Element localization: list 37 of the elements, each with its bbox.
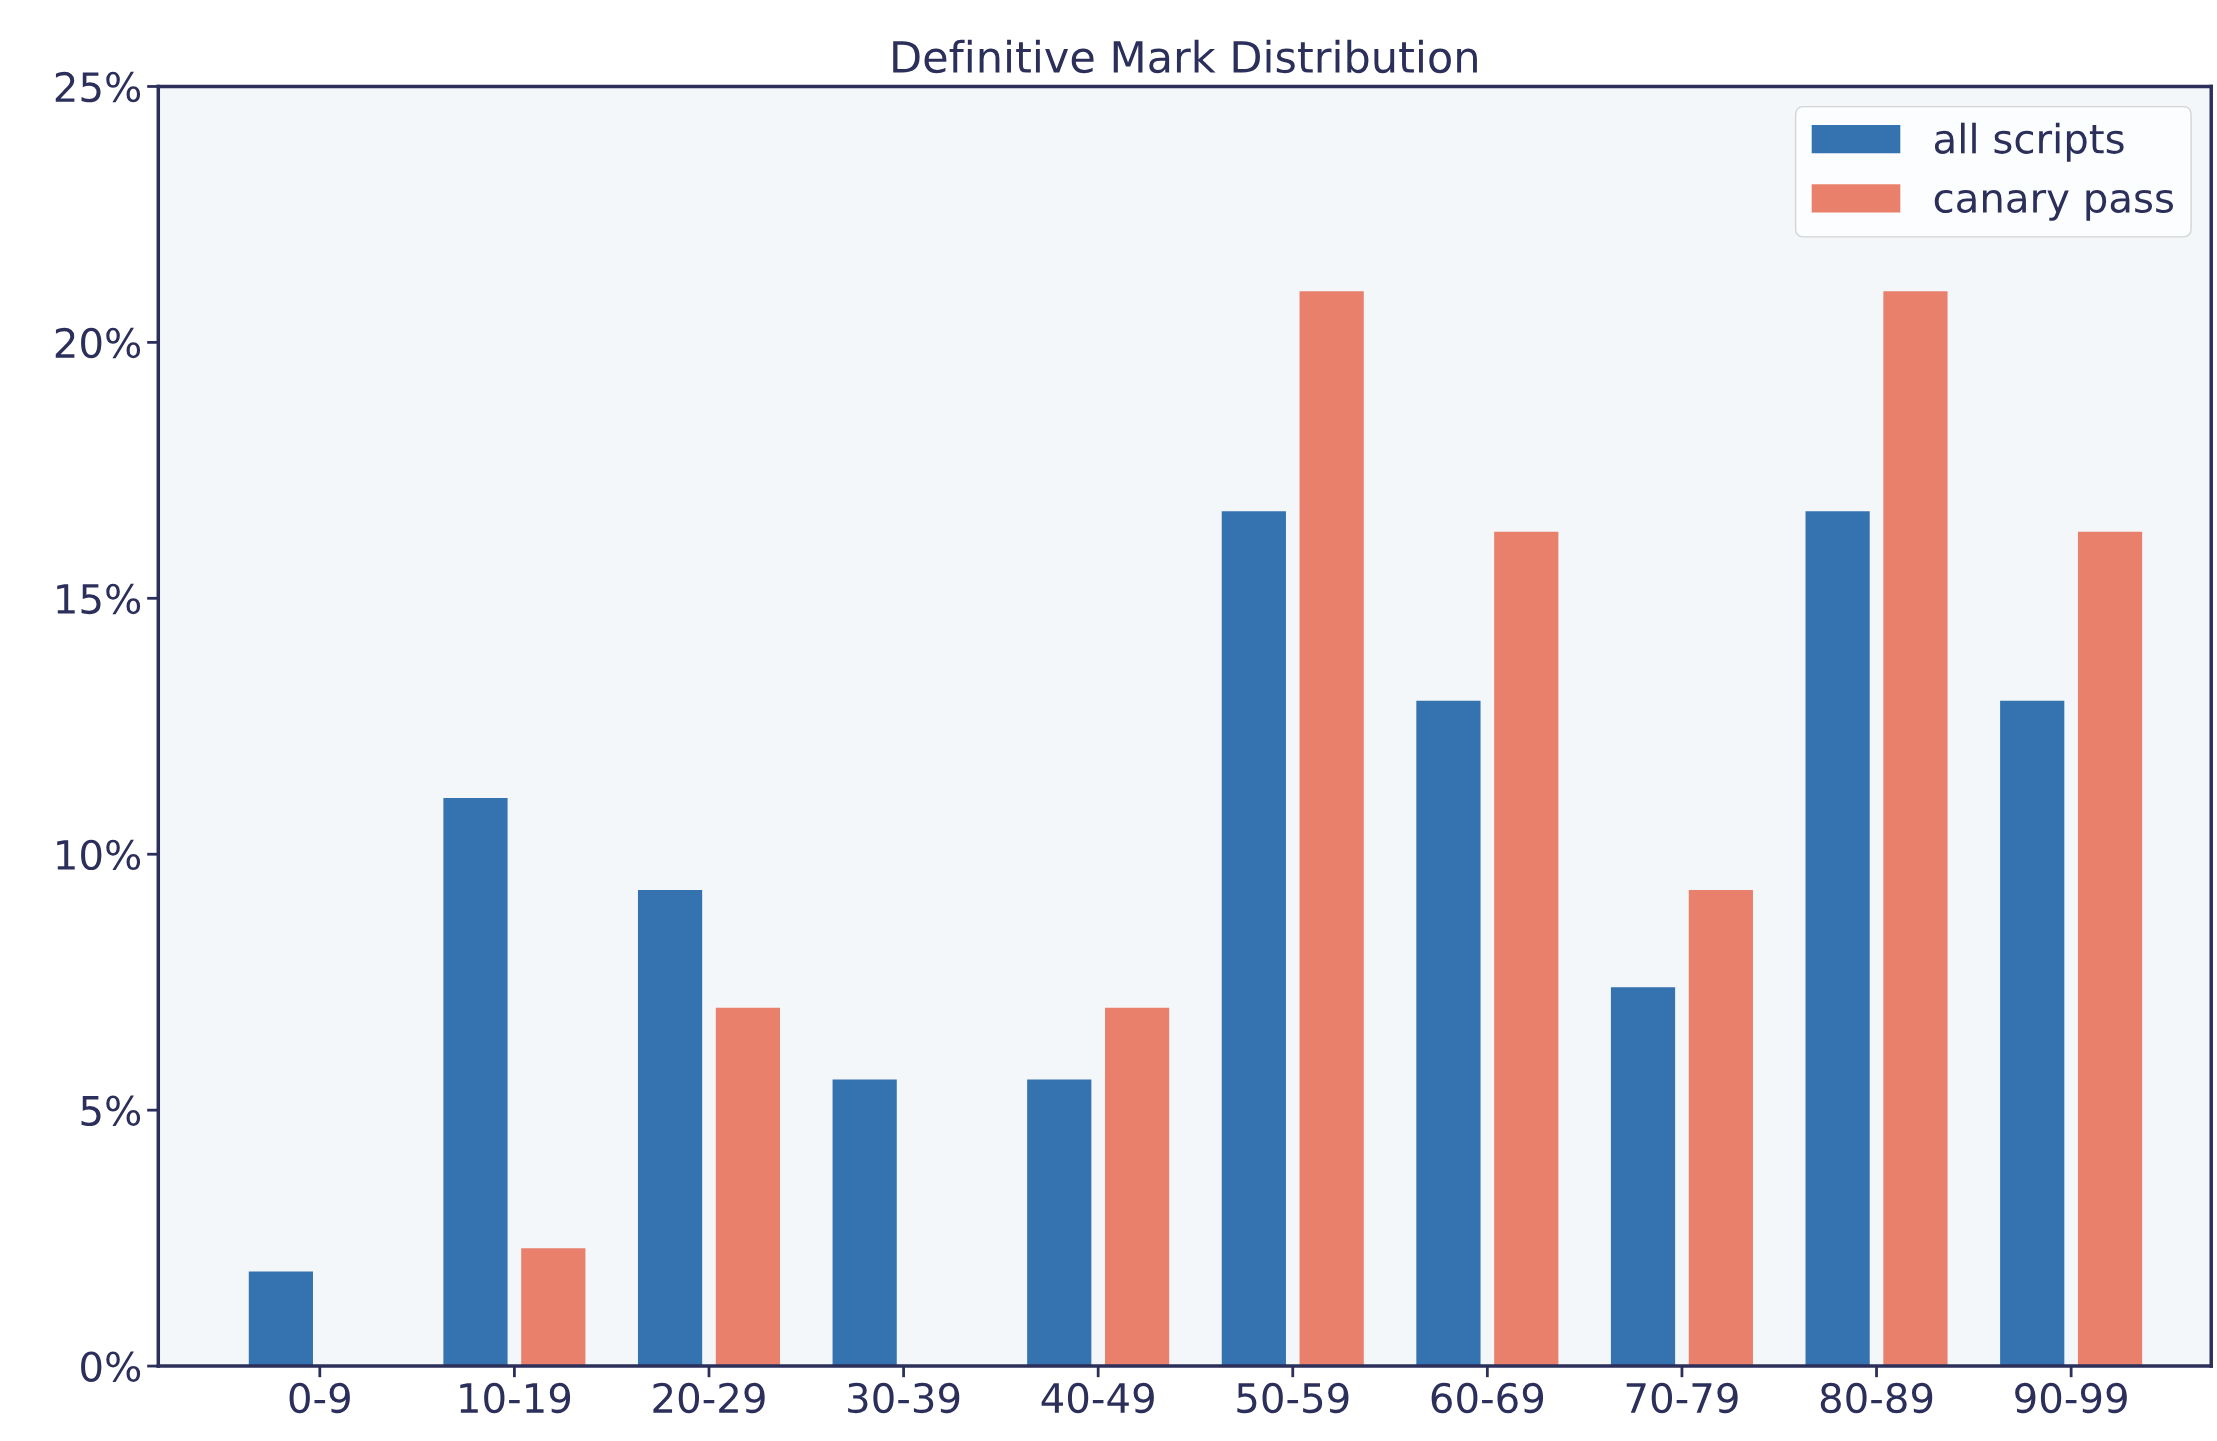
x-tick-label: 90-99 <box>2015 1382 2127 1414</box>
bar <box>832 1079 897 1367</box>
bar <box>1610 987 1676 1367</box>
y-tick-label: 25% <box>55 71 141 103</box>
legend-label: all scripts <box>1934 122 2124 162</box>
bar <box>2000 700 2065 1367</box>
bar <box>1883 291 1948 1367</box>
legend-label: canary pass <box>1934 189 2174 221</box>
bar <box>1299 291 1364 1367</box>
x-tick-label: 10-19 <box>460 1382 571 1414</box>
x-tick-label: 70-79 <box>1626 1382 1738 1414</box>
y-tick-label: 0% <box>81 1351 141 1382</box>
bar <box>715 1007 781 1367</box>
x-tick-label: 0-9 <box>289 1382 350 1414</box>
bar <box>1688 890 1753 1367</box>
bar <box>521 1248 586 1367</box>
x-tick-label: 40-49 <box>1041 1382 1154 1414</box>
bar <box>1494 531 1559 1367</box>
x-tick-label: 30-39 <box>848 1382 960 1414</box>
x-tick-label: 80-89 <box>1820 1382 1933 1414</box>
chart-title: Definitive Mark Distribution <box>893 39 1477 74</box>
x-tick-label: 20-29 <box>653 1382 765 1414</box>
x-tick-label: 60-69 <box>1431 1382 1544 1414</box>
y-tick-label: 15% <box>57 583 141 615</box>
bar <box>1805 511 1870 1367</box>
x-tick-label: 50-59 <box>1237 1382 1349 1414</box>
y-tick-label: 20% <box>55 327 141 359</box>
bar <box>1416 700 1481 1367</box>
bar <box>1027 1079 1092 1367</box>
bar <box>443 797 508 1367</box>
y-tick-label: 5% <box>81 1095 141 1127</box>
bar <box>248 1271 313 1367</box>
bar <box>2077 531 2143 1367</box>
bar <box>1221 511 1286 1367</box>
bar <box>1104 1007 1170 1367</box>
bar <box>637 890 703 1367</box>
y-tick-label: 10% <box>57 839 141 871</box>
